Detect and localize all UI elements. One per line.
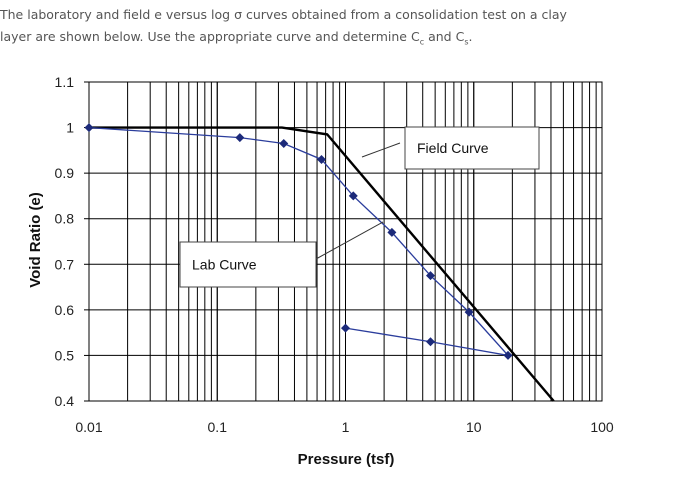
lab-data-point [317, 154, 327, 164]
y-tick-label: 0.4 [55, 393, 75, 409]
y-axis-title: Void Ratio (e) [27, 192, 44, 288]
y-tick-label: 0.6 [55, 302, 75, 318]
field-curve-line [89, 126, 555, 402]
question-period: . [468, 29, 473, 44]
y-tick-label: 0.7 [55, 256, 75, 272]
y-tick-label: 0.8 [55, 211, 75, 227]
lab-data-point [464, 307, 474, 317]
question-line-1: The laboratory and field e versus log σ … [0, 7, 567, 22]
series-layer [84, 123, 555, 402]
x-tick-label: 10 [466, 419, 482, 435]
x-tick-label: 100 [590, 419, 614, 435]
cs-subscript: s [464, 37, 469, 47]
field-curve-label-text: Field Curve [417, 140, 489, 156]
question-text: The laboratory and field e versus log σ … [0, 4, 660, 54]
lab-data-point [425, 337, 435, 347]
cc-subscript: c [419, 37, 425, 47]
lab-data-point [387, 227, 397, 237]
lab-data-point [348, 191, 358, 201]
lab-data-point [425, 271, 435, 281]
x-tick-label: 1 [342, 419, 350, 435]
lab-data-point [84, 123, 94, 133]
question-line-2: layer are shown below. Use the appropria… [0, 26, 660, 54]
lab-curve-label-text: Lab Curve [192, 257, 257, 273]
question-line-2-prefix: layer are shown below. Use the appropria… [0, 29, 420, 44]
y-tick-label: 1.1 [55, 74, 75, 90]
lab-data-point [503, 350, 513, 360]
x-axis-title: Pressure (tsf) [298, 451, 395, 468]
y-tick-label: 1 [66, 120, 74, 136]
plot-frame [88, 81, 603, 402]
field-curve-label-leader [361, 142, 401, 158]
field-curve-label-box [404, 126, 540, 170]
lab-data-point [341, 323, 350, 333]
lab-data-point [235, 133, 245, 143]
lab-curve-label-box [179, 241, 317, 288]
callouts: Lab Curve Field Curve [179, 126, 540, 288]
x-tick-label: 0.01 [75, 419, 102, 435]
lab-data-point [279, 139, 289, 149]
lab-curve-label-leader [315, 221, 384, 260]
question-and: and C [424, 29, 465, 44]
y-tick-label: 0.9 [55, 165, 75, 181]
axis-ticks: 0.01 0.1 1 10 100 0.4 0.5 0.6 0.7 0.8 0.9 1 1.1 [55, 74, 614, 435]
y-tick-label: 0.5 [55, 347, 75, 363]
x-tick-label: 0.1 [208, 419, 228, 435]
